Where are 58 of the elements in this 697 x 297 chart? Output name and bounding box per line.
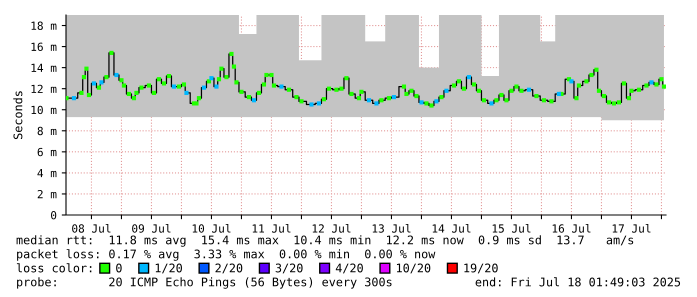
x-tick-label: 16 Jul — [552, 224, 590, 233]
point — [374, 101, 379, 106]
point — [92, 81, 96, 86]
y-tick-label: 12 m — [32, 84, 56, 93]
point — [556, 92, 562, 96]
y-tick-label: 8 m — [38, 126, 56, 136]
legend-label: 3/20 — [276, 264, 303, 274]
text: probe: 20 ICMP Echo Pings (56 Bytes) every 300s — [17, 277, 392, 289]
point — [434, 99, 439, 104]
point — [419, 100, 424, 104]
text: packet loss: 0.17 % avg 3.33 % max 0.00 % min 0.00 % now — [17, 249, 436, 261]
legend-label: 1/20 — [156, 264, 182, 274]
x-tick-label: 14 Jul — [432, 224, 470, 233]
point — [114, 72, 119, 78]
x-tick-label: 08 Jul — [72, 224, 110, 233]
y-tick-label: 18 m — [32, 22, 56, 30]
y-tick-label: 2 m — [38, 190, 56, 198]
y-axis-title: Seconds — [13, 91, 22, 140]
x-tick-label: 12 Jul — [312, 224, 350, 233]
legend-label: 10/20 — [396, 264, 430, 274]
point — [444, 88, 449, 93]
point — [72, 96, 76, 100]
y-tick-label: 4 m — [37, 169, 56, 178]
point — [99, 80, 104, 84]
x-tick-label: 15 Jul — [492, 224, 530, 233]
point — [202, 86, 206, 90]
point — [172, 84, 176, 89]
x-tick-label: 11 Jul — [252, 224, 290, 233]
legend-label: 2/20 — [216, 264, 242, 274]
point — [366, 98, 372, 102]
point — [316, 101, 322, 106]
text: loss color: — [16, 263, 92, 272]
x-tick-label: 09 Jul — [132, 224, 170, 233]
y-tick-label: 14 m — [32, 64, 56, 72]
point — [649, 80, 654, 84]
y-tick-label: 6 m — [38, 148, 56, 156]
point — [184, 90, 189, 95]
point — [214, 84, 219, 89]
point — [252, 98, 256, 102]
legend-label: 19/20 — [464, 264, 498, 274]
legend-label: 0 — [116, 264, 122, 272]
point — [466, 75, 472, 80]
point — [489, 101, 494, 106]
x-tick-label: 13 Jul — [372, 224, 410, 233]
legend-label: 4/20 — [336, 264, 363, 274]
point — [209, 76, 214, 80]
x-tick-label: 10 Jul — [192, 224, 230, 233]
text: median rtt: 11.8 ms avg 15.4 ms max 10.4 ms min 12.2 ms now 0.9 ms sd 13.7 am/s — [16, 235, 634, 247]
y-tick-label: 10 m — [32, 106, 56, 114]
text: end: Fri Jul 18 01:49:03 2025 — [476, 277, 680, 286]
point — [392, 95, 396, 100]
x-tick-label: 17 Jul — [612, 224, 650, 233]
point — [309, 102, 314, 107]
point — [279, 84, 284, 89]
point — [526, 88, 532, 92]
y-tick-label: 0 — [51, 211, 56, 220]
y-tick-label: 16 m — [32, 42, 56, 51]
point — [569, 79, 574, 84]
